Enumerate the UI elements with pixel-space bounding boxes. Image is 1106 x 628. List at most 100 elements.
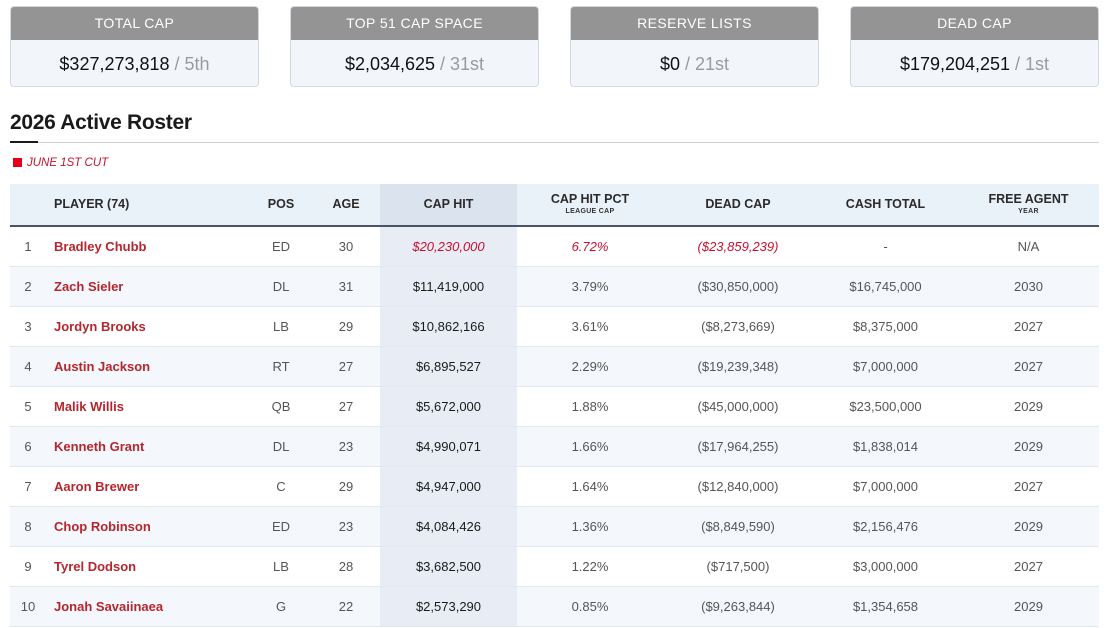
row-number: 2 xyxy=(10,266,46,307)
table-row: 8 Chop Robinson ED 23 $4,084,426 1.36% (… xyxy=(10,506,1099,547)
cell-age: 29 xyxy=(312,306,380,347)
roster-title: 2026 Active Roster xyxy=(10,111,192,134)
cell-pos: DL xyxy=(250,266,312,307)
cell-pos: ED xyxy=(250,506,312,547)
table-row: 2 Zach Sieler DL 31 $11,419,000 3.79% ($… xyxy=(10,266,1099,307)
cell-cap-hit-pct: 3.61% xyxy=(517,306,663,347)
roster-table: PLAYER (74) POS AGE CAP HIT CAP HIT PCT L… xyxy=(10,184,1099,627)
cell-fa-year: N/A xyxy=(958,226,1099,267)
player-link[interactable]: Jonah Savaiinaea xyxy=(46,586,250,627)
cell-age: 23 xyxy=(312,506,380,547)
cell-cash-total: $16,745,000 xyxy=(813,266,958,307)
reserve-lists-card: RESERVE LISTS $0 / 21st xyxy=(570,6,819,87)
card-label: TOTAL CAP xyxy=(11,7,258,40)
cell-fa-year: 2027 xyxy=(958,466,1099,507)
cell-dead-cap: ($717,500) xyxy=(663,546,813,587)
card-rank: / 21st xyxy=(680,54,730,74)
title-accent-bar xyxy=(10,141,38,143)
summary-cards: TOTAL CAP $327,273,818 / 5th TOP 51 CAP … xyxy=(10,6,1099,87)
cell-cap-hit-pct: 1.88% xyxy=(517,386,663,427)
cell-fa-year: 2029 xyxy=(958,426,1099,467)
cell-dead-cap: ($23,859,239) xyxy=(663,226,813,267)
cell-dead-cap: ($45,000,000) xyxy=(663,386,813,427)
card-value: $2,034,625 xyxy=(344,54,436,74)
cell-pos: DL xyxy=(250,426,312,467)
cell-fa-year: 2027 xyxy=(958,306,1099,347)
row-number: 10 xyxy=(10,586,46,627)
table-header-row: PLAYER (74) POS AGE CAP HIT CAP HIT PCT L… xyxy=(10,184,1099,227)
cell-age: 27 xyxy=(312,346,380,387)
player-link[interactable]: Jordyn Brooks xyxy=(46,306,250,347)
cell-fa-year: 2027 xyxy=(958,546,1099,587)
player-link[interactable]: Aaron Brewer xyxy=(46,466,250,507)
header-cap-hit-pct[interactable]: CAP HIT PCT LEAGUE CAP xyxy=(517,184,663,227)
card-rank: / 1st xyxy=(1010,54,1050,74)
cell-dead-cap: ($30,850,000) xyxy=(663,266,813,307)
cell-cap-hit: $6,895,527 xyxy=(380,346,517,387)
header-cap-hit[interactable]: CAP HIT xyxy=(380,184,517,227)
june-1st-cut-legend: JUNE 1ST CUT xyxy=(13,157,108,169)
header-free-agent[interactable]: FREE AGENT YEAR xyxy=(958,184,1099,227)
cell-cap-hit-pct: 3.79% xyxy=(517,266,663,307)
cell-cash-total: $23,500,000 xyxy=(813,386,958,427)
cell-pos: C xyxy=(250,466,312,507)
header-dead-cap[interactable]: DEAD CAP xyxy=(663,184,813,227)
cell-dead-cap: ($12,840,000) xyxy=(663,466,813,507)
player-link[interactable]: Chop Robinson xyxy=(46,506,250,547)
player-link[interactable]: Zach Sieler xyxy=(46,266,250,307)
cell-fa-year: 2029 xyxy=(958,386,1099,427)
title-divider xyxy=(10,142,1099,143)
cell-cash-total: $3,000,000 xyxy=(813,546,958,587)
cell-cap-hit-pct: 1.36% xyxy=(517,506,663,547)
header-free-agent-label: FREE AGENT xyxy=(988,192,1069,207)
cell-dead-cap: ($8,273,669) xyxy=(663,306,813,347)
cell-age: 23 xyxy=(312,426,380,467)
cell-dead-cap: ($17,964,255) xyxy=(663,426,813,467)
table-row: 6 Kenneth Grant DL 23 $4,990,071 1.66% (… xyxy=(10,426,1099,467)
cell-cash-total: $7,000,000 xyxy=(813,466,958,507)
card-label: DEAD CAP xyxy=(851,7,1098,40)
card-value-row: $179,204,251 / 1st xyxy=(851,40,1098,86)
player-link[interactable]: Kenneth Grant xyxy=(46,426,250,467)
player-link[interactable]: Austin Jackson xyxy=(46,346,250,387)
table-row: 1 Bradley Chubb ED 30 $20,230,000 6.72% … xyxy=(10,226,1099,267)
row-number: 6 xyxy=(10,426,46,467)
dead-cap-card: DEAD CAP $179,204,251 / 1st xyxy=(850,6,1099,87)
player-link[interactable]: Tyrel Dodson xyxy=(46,546,250,587)
cell-pos: G xyxy=(250,586,312,627)
header-age[interactable]: AGE xyxy=(312,184,380,227)
cell-cash-total: $7,000,000 xyxy=(813,346,958,387)
row-number: 9 xyxy=(10,546,46,587)
header-cash-total[interactable]: CASH TOTAL xyxy=(813,184,958,227)
cell-pos: LB xyxy=(250,306,312,347)
cell-cap-hit-pct: 2.29% xyxy=(517,346,663,387)
header-pos[interactable]: POS xyxy=(250,184,312,227)
header-player[interactable]: PLAYER (74) xyxy=(46,184,250,227)
cell-pos: RT xyxy=(250,346,312,387)
cell-age: 30 xyxy=(312,226,380,267)
cell-fa-year: 2029 xyxy=(958,506,1099,547)
header-cap-hit-pct-sub: LEAGUE CAP xyxy=(565,208,615,216)
legend-color-square xyxy=(13,158,22,167)
cell-age: 28 xyxy=(312,546,380,587)
row-number: 7 xyxy=(10,466,46,507)
cell-cap-hit-pct: 0.85% xyxy=(517,586,663,627)
cell-cap-hit-pct: 6.72% xyxy=(517,226,663,267)
table-row: 4 Austin Jackson RT 27 $6,895,527 2.29% … xyxy=(10,346,1099,387)
player-link[interactable]: Bradley Chubb xyxy=(46,226,250,267)
cell-cap-hit: $4,990,071 xyxy=(380,426,517,467)
legend-label: JUNE 1ST CUT xyxy=(27,157,109,169)
header-free-agent-sub: YEAR xyxy=(1018,208,1039,216)
row-number: 5 xyxy=(10,386,46,427)
table-row: 9 Tyrel Dodson LB 28 $3,682,500 1.22% ($… xyxy=(10,546,1099,587)
cell-cash-total: $1,354,658 xyxy=(813,586,958,627)
player-link[interactable]: Malik Willis xyxy=(46,386,250,427)
cell-pos: QB xyxy=(250,386,312,427)
header-rank xyxy=(10,184,46,227)
top51-cap-space-card: TOP 51 CAP SPACE $2,034,625 / 31st xyxy=(290,6,539,87)
cell-cap-hit: $4,947,000 xyxy=(380,466,517,507)
cell-cap-hit-pct: 1.64% xyxy=(517,466,663,507)
cell-cap-hit: $5,672,000 xyxy=(380,386,517,427)
cell-age: 27 xyxy=(312,386,380,427)
cell-cash-total: $2,156,476 xyxy=(813,506,958,547)
